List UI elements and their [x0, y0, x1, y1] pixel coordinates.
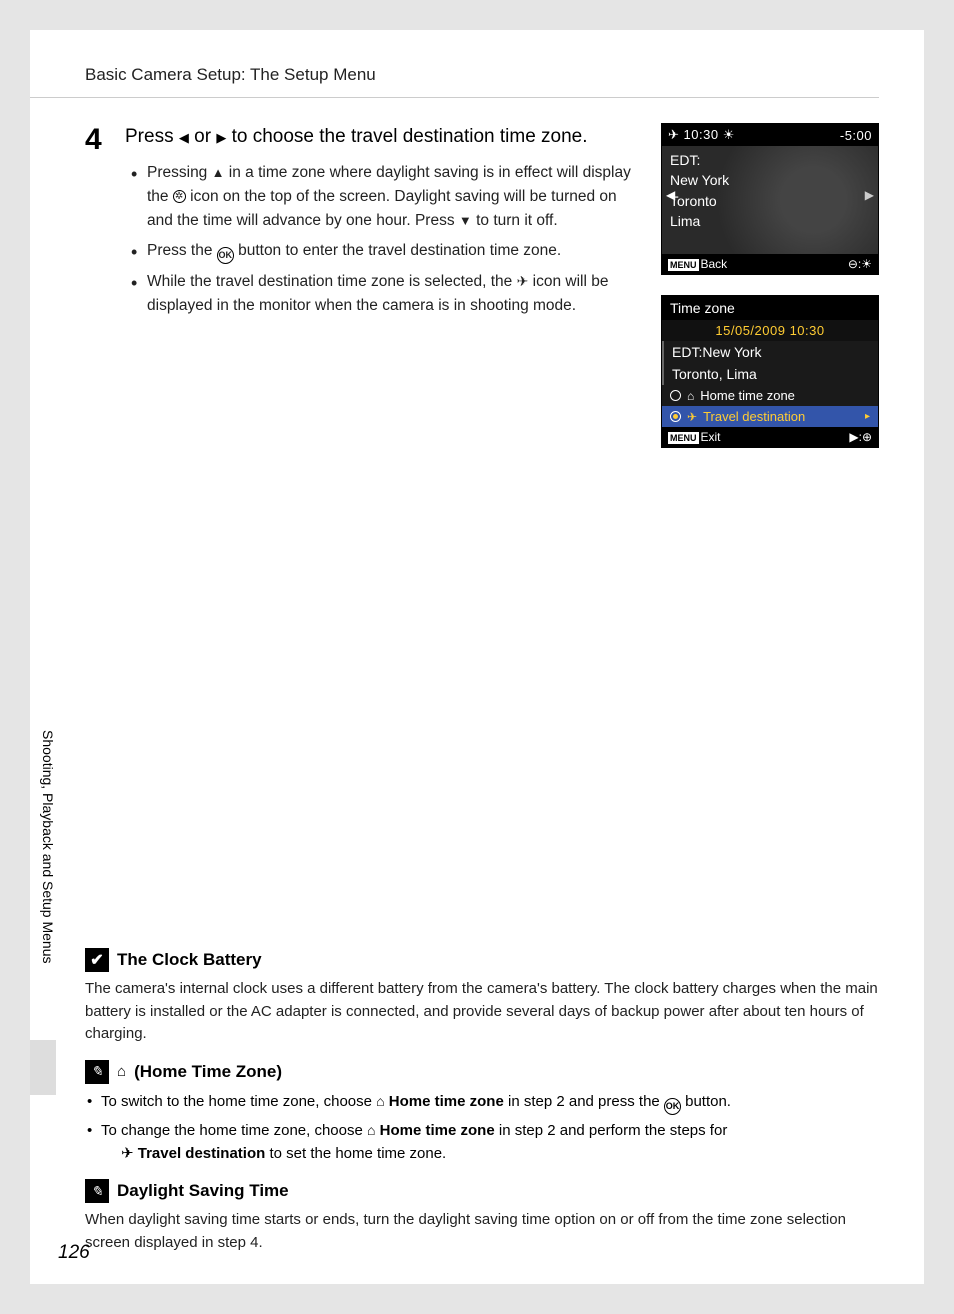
screen-a-header: ✈ 10:30 ☀ -5:00 [662, 124, 878, 146]
screen-a-body: EDT: New York ◀ Toronto ▶ Lima [662, 146, 878, 254]
back-label: MENUBack [668, 257, 727, 271]
step-title: Press ◀ or ▶ to choose the travel destin… [125, 123, 646, 151]
screen-a-offset: -5:00 [840, 128, 872, 143]
screen-timezone-map: ✈ 10:30 ☀ -5:00 EDT: New York ◀ Toronto … [661, 123, 879, 275]
nav-left-icon: ◀ [666, 188, 675, 202]
screen-b-footer: MENUExit ▶:⊕ [662, 427, 878, 447]
ok-button-icon: OK [217, 247, 234, 264]
note-dst: ✎ Daylight Saving Time When daylight sav… [85, 1179, 879, 1254]
menu-badge-icon: MENU [668, 432, 699, 444]
menu-badge-icon: MENU [668, 259, 699, 271]
screen-b-datetime: 15/05/2009 10:30 [662, 320, 878, 341]
screen-b-row2: Toronto, Lima [662, 363, 878, 385]
page-number: 126 [58, 1242, 90, 1264]
side-tab: Shooting, Playback and Setup Menus [30, 720, 52, 1060]
plane-icon: ✈ [687, 410, 697, 424]
screen-a-line2: New York [670, 170, 870, 190]
left-triangle-icon: ◀ [179, 129, 189, 148]
plane-icon: ✈ [668, 127, 679, 142]
screen-a-line1: EDT: [670, 150, 870, 170]
screen-b-row1: EDT:New York [662, 341, 878, 363]
ok-button-icon: OK [664, 1098, 681, 1115]
dst-sun-icon [173, 190, 186, 203]
home-icon: ⌂ [117, 1063, 126, 1080]
note-title: The Clock Battery [117, 950, 262, 970]
screen-a-line3: Toronto [670, 191, 870, 211]
side-tab-marker [30, 1040, 56, 1095]
option-travel-destination: ✈ Travel destination ▸ [662, 406, 878, 427]
footer-icons: ▶:⊕ [849, 430, 872, 444]
note-bullets: To switch to the home time zone, choose … [85, 1090, 879, 1166]
radio-selected-icon [670, 411, 681, 422]
note-title: Daylight Saving Time [117, 1181, 289, 1201]
screen-b-title: Time zone [662, 296, 878, 320]
main-content: 4 Press ◀ or ▶ to choose the travel dest… [30, 98, 924, 468]
home-icon: ⌂ [687, 389, 694, 403]
step-number: 4 [85, 123, 125, 468]
note-body: When daylight saving time starts or ends… [85, 1209, 879, 1254]
check-icon: ✔ [85, 948, 109, 972]
side-section-label: Shooting, Playback and Setup Menus [30, 720, 56, 964]
nav-right-icon: ▶ [865, 188, 874, 202]
note-body: The camera's internal clock uses a diffe… [85, 978, 879, 1046]
page: Basic Camera Setup: The Setup Menu 4 Pre… [30, 30, 924, 1284]
screen-a-footer: MENUBack ⊖:☀ [662, 254, 878, 274]
pencil-icon: ✎ [85, 1060, 109, 1084]
note-clock-battery: ✔ The Clock Battery The camera's interna… [85, 948, 879, 1046]
right-triangle-icon: ▶ [216, 129, 226, 148]
step-bullets: Pressing ▲ in a time zone where daylight… [125, 161, 646, 318]
radio-unselected-icon [670, 390, 681, 401]
bullet-3: While the travel destination time zone i… [147, 270, 646, 318]
screen-a-line4: Lima [670, 211, 870, 231]
home-icon: ⌂ [376, 1093, 384, 1109]
note-bullet-2: To change the home time zone, choose ⌂ H… [101, 1119, 879, 1166]
exit-label: MENUExit [668, 430, 721, 444]
note-bullet-1: To switch to the home time zone, choose … [101, 1090, 879, 1115]
option-home-timezone: ⌂ Home time zone [662, 385, 878, 406]
home-icon: ⌂ [367, 1122, 375, 1138]
plane-icon: ✈ [121, 1145, 134, 1162]
footer-icons: ⊖:☀ [848, 257, 872, 271]
travel-plane-icon: ✈ [517, 271, 529, 293]
screen-illustrations: ✈ 10:30 ☀ -5:00 EDT: New York ◀ Toronto … [661, 123, 879, 468]
pencil-icon: ✎ [85, 1179, 109, 1203]
dst-icon: ☀ [723, 127, 735, 142]
note-title: (Home Time Zone) [134, 1062, 282, 1082]
note-bullet-2-line2: ✈ Travel destination to set the home tim… [101, 1142, 879, 1165]
page-header: Basic Camera Setup: The Setup Menu [30, 30, 879, 98]
up-triangle-icon: ▲ [212, 163, 225, 183]
down-triangle-icon: ▼ [459, 211, 472, 231]
chevron-right-icon: ▸ [865, 411, 870, 422]
screen-a-time: ✈ 10:30 ☀ [668, 127, 735, 143]
screen-timezone-menu: Time zone 15/05/2009 10:30 EDT:New York … [661, 295, 879, 448]
note-home-timezone: ✎ ⌂ (Home Time Zone) To switch to the ho… [85, 1060, 879, 1166]
bullet-2: Press the OK button to enter the travel … [147, 239, 646, 264]
notes-section: ✔ The Clock Battery The camera's interna… [30, 948, 924, 1254]
step-body: Press ◀ or ▶ to choose the travel destin… [125, 123, 661, 468]
bullet-1: Pressing ▲ in a time zone where daylight… [147, 161, 646, 233]
